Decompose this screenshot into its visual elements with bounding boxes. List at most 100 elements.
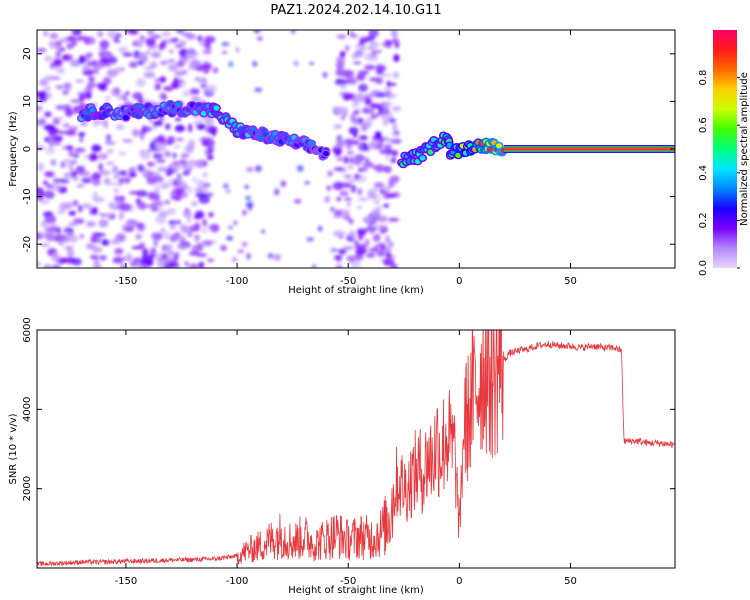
noise-blob: [228, 61, 234, 68]
y-tick-label: 6000: [22, 317, 33, 342]
x-tick-label: 0: [456, 276, 462, 287]
noise-blob: [253, 30, 261, 34]
noise-blob: [191, 177, 197, 182]
noise-blob: [257, 36, 263, 41]
x-tick-label: -100: [226, 276, 249, 287]
noise-blob: [43, 232, 56, 239]
x-tick-label: -50: [340, 276, 356, 287]
noise-blob: [49, 140, 54, 149]
noise-blob: [342, 93, 352, 101]
noise-blob: [120, 263, 127, 268]
noise-blob: [143, 170, 149, 176]
noise-blob: [79, 136, 84, 143]
noise-blob: [118, 46, 128, 54]
noise-blob: [125, 91, 130, 96]
noise-blob: [245, 195, 252, 201]
noise-blob: [387, 93, 398, 99]
figure-title: PAZ1.2024.202.14.10.G11: [270, 3, 441, 18]
noise-blob: [356, 74, 366, 81]
noise-blob: [349, 156, 355, 165]
signal-blob: [122, 115, 129, 121]
noise-blob: [274, 188, 280, 196]
noise-blob: [326, 170, 334, 177]
noise-blob: [136, 78, 146, 87]
noise-blob: [146, 161, 156, 168]
spectrogram-y-axis-label: Frequency (Hz): [8, 111, 19, 187]
noise-blob: [373, 245, 379, 252]
noise-blob: [94, 67, 99, 75]
noise-blob: [85, 40, 90, 45]
noise-blob: [369, 227, 375, 235]
noise-blob: [195, 76, 200, 82]
noise-blob: [164, 123, 171, 131]
noise-blob: [183, 210, 192, 218]
noise-blob: [161, 244, 166, 252]
noise-blob: [53, 58, 64, 67]
noise-blob: [357, 70, 370, 75]
noise-blob: [71, 30, 82, 36]
noise-blob: [357, 143, 364, 152]
noise-blob: [141, 125, 147, 135]
noise-blob: [107, 30, 117, 39]
noise-blob: [131, 246, 142, 250]
noise-blob: [124, 30, 137, 34]
snr-marks: [37, 330, 675, 567]
noise-blob: [67, 234, 79, 243]
noise-blob: [72, 199, 79, 207]
noise-blob: [74, 147, 86, 153]
noise-blob: [115, 233, 126, 242]
noise-blob: [386, 82, 397, 86]
noise-blob: [370, 112, 377, 120]
noise-blob: [333, 209, 343, 217]
noise-blob: [333, 167, 345, 171]
noise-blob: [154, 82, 162, 91]
signal-blob: [455, 152, 462, 158]
noise-blob: [354, 154, 365, 162]
noise-blob: [345, 144, 353, 150]
noise-blob: [202, 192, 214, 197]
noise-blob: [99, 39, 110, 49]
y-tick-label: 4000: [22, 397, 33, 422]
noise-blob: [151, 34, 162, 39]
noise-blob: [342, 209, 351, 216]
noise-blob: [103, 177, 111, 185]
noise-blob: [384, 235, 391, 244]
noise-blob: [136, 60, 144, 65]
noise-blob: [99, 169, 111, 176]
noise-blob: [208, 138, 214, 147]
noise-blob: [189, 59, 201, 68]
noise-blob: [152, 153, 164, 160]
noise-blob: [345, 245, 356, 250]
signal-blob: [308, 140, 315, 147]
noise-blob: [254, 87, 263, 92]
noise-blob: [185, 33, 197, 40]
noise-blob: [109, 56, 118, 64]
noise-blob: [189, 88, 200, 95]
noise-blob: [165, 168, 173, 177]
noise-blob: [155, 215, 167, 225]
noise-blob: [106, 68, 118, 78]
noise-blob: [39, 243, 50, 247]
signal-layer: [76, 99, 509, 169]
noise-blob: [228, 225, 234, 230]
noise-blob: [91, 172, 102, 181]
y-tick-label: 0: [22, 146, 33, 152]
noise-blob: [202, 48, 212, 55]
noise-blob: [174, 44, 184, 48]
noise-blob: [376, 92, 388, 98]
noise-blob: [355, 247, 367, 255]
noise-blob: [175, 220, 182, 225]
noise-blob: [175, 234, 186, 243]
noise-blob: [69, 126, 79, 131]
noise-blob: [330, 207, 335, 212]
noise-blob: [137, 201, 145, 210]
noise-blob: [353, 94, 363, 103]
noise-blob: [52, 253, 61, 262]
noise-blob: [336, 34, 347, 40]
noise-blob: [352, 61, 362, 65]
noise-blob: [72, 154, 80, 158]
y-tick-label: 20: [22, 47, 33, 60]
noise-blob: [346, 255, 356, 262]
noise-blob: [384, 259, 389, 264]
